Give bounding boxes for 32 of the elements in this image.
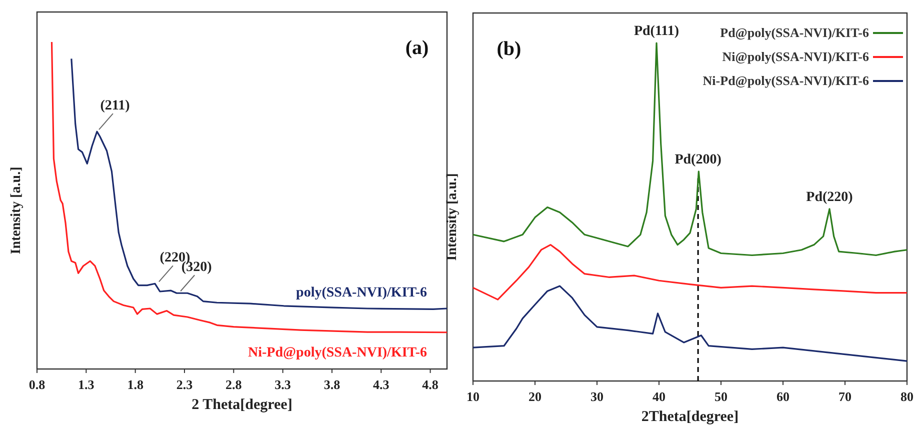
legend-label: Ni@poly(SSA-NVI)/KIT-6 — [722, 49, 870, 64]
annotation: (a) — [405, 37, 429, 59]
y-axis-title: Intensity [a.u.] — [445, 173, 460, 261]
x-tick-label: 70 — [838, 389, 852, 404]
x-tick-label: 50 — [714, 389, 728, 404]
x-tick-label: 1.3 — [78, 377, 95, 392]
x-tick-label: 3.3 — [274, 377, 292, 392]
x-tick-label: 4.8 — [422, 377, 439, 392]
series-label: poly(SSA-NVI)/KIT-6 — [296, 286, 427, 301]
x-tick-label: 3.8 — [324, 377, 341, 392]
series-label: Ni-Pd@poly(SSA-NVI)/KIT-6 — [248, 345, 427, 360]
legend-label: Ni-Pd@poly(SSA-NVI)/KIT-6 — [702, 73, 870, 88]
legend-label: Pd@poly(SSA-NVI)/KIT-6 — [720, 25, 870, 40]
x-tick-label: 0.8 — [28, 377, 46, 392]
x-tick-label: 1.8 — [127, 377, 144, 392]
x-tick-label: 2.3 — [176, 377, 194, 392]
x-axis-title: 2Theta[degree] — [641, 409, 739, 425]
x-tick-label: 10 — [466, 389, 480, 404]
annotation: Pd(111) — [634, 24, 680, 39]
annotation: Pd(220) — [806, 190, 854, 205]
annotation: (b) — [496, 38, 522, 60]
x-tick-label: 40 — [652, 389, 666, 404]
y-axis-title: Intensity [a.u.] — [9, 166, 24, 254]
x-tick-label: 20 — [528, 389, 542, 404]
x-tick-label: 2.8 — [226, 377, 242, 392]
annotation: (211) — [100, 98, 130, 114]
x-tick-label: 4.3 — [373, 377, 390, 392]
x-axis-title: 2 Theta[degree] — [192, 397, 292, 413]
annotation: Pd(200) — [674, 152, 722, 168]
x-tick-label: 30 — [590, 389, 604, 404]
x-tick-label: 60 — [776, 389, 790, 404]
x-tick-label: 80 — [900, 389, 914, 404]
